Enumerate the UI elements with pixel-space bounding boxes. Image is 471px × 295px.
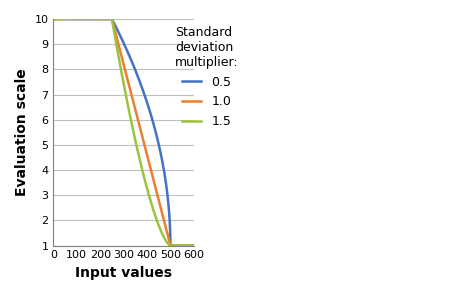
1.0 xyxy=(173,244,179,247)
0.5 xyxy=(188,244,194,247)
Legend: 0.5, 1.0, 1.5: 0.5, 1.0, 1.5 xyxy=(170,21,244,133)
0.5 xyxy=(75,17,81,21)
Y-axis label: Evaluation scale: Evaluation scale xyxy=(15,68,29,196)
Line: 0.5: 0.5 xyxy=(53,19,194,245)
1.0 xyxy=(168,244,173,247)
1.5 xyxy=(111,25,116,29)
1.0 xyxy=(188,244,194,247)
1.0 xyxy=(191,244,196,247)
1.5 xyxy=(191,244,196,247)
0.5 xyxy=(66,17,72,21)
1.0 xyxy=(75,17,81,21)
1.5 xyxy=(66,17,72,21)
0.5 xyxy=(191,244,196,247)
Line: 1.5: 1.5 xyxy=(53,19,194,245)
Line: 1.0: 1.0 xyxy=(53,19,194,245)
1.5 xyxy=(105,17,110,21)
1.5 xyxy=(188,244,194,247)
1.0 xyxy=(105,17,110,21)
1.0 xyxy=(50,17,56,21)
X-axis label: Input values: Input values xyxy=(75,266,172,280)
0.5 xyxy=(111,20,116,24)
0.5 xyxy=(105,17,110,21)
1.5 xyxy=(75,17,81,21)
1.5 xyxy=(50,17,56,21)
1.0 xyxy=(66,17,72,21)
1.0 xyxy=(111,23,116,26)
0.5 xyxy=(168,244,173,247)
1.5 xyxy=(168,244,173,247)
0.5 xyxy=(173,244,179,247)
1.5 xyxy=(173,244,179,247)
0.5 xyxy=(50,17,56,21)
